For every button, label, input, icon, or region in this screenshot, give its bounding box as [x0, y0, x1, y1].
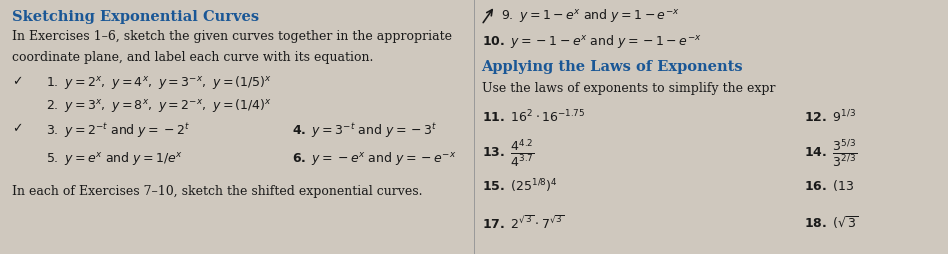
- Text: $\mathbf{14.}\ \dfrac{3^{5/3}}{3^{2/3}}$: $\mathbf{14.}\ \dfrac{3^{5/3}}{3^{2/3}}$: [804, 137, 857, 169]
- Text: $\mathit{9.}\ y = 1 - e^x\ \mathrm{and}\ y = 1 - e^{-x}$: $\mathit{9.}\ y = 1 - e^x\ \mathrm{and}\…: [501, 7, 680, 24]
- Text: Applying the Laws of Exponents: Applying the Laws of Exponents: [482, 60, 743, 74]
- Text: In Exercises 1–6, sketch the given curves together in the appropriate: In Exercises 1–6, sketch the given curve…: [12, 30, 452, 43]
- Text: $\checkmark$: $\checkmark$: [12, 121, 23, 134]
- Text: $\mathbf{15.}\ (25^{1/8})^4$: $\mathbf{15.}\ (25^{1/8})^4$: [482, 178, 557, 195]
- Text: $\mathit{2.}\ y = 3^x,\ y = 8^x,\ y = 2^{-x},\ y = (1/4)^x$: $\mathit{2.}\ y = 3^x,\ y = 8^x,\ y = 2^…: [46, 97, 272, 114]
- Text: $\mathbf{13.}\ \dfrac{4^{4.2}}{4^{3.7}}$: $\mathbf{13.}\ \dfrac{4^{4.2}}{4^{3.7}}$: [482, 137, 534, 169]
- Text: coordinate plane, and label each curve with its equation.: coordinate plane, and label each curve w…: [12, 51, 374, 64]
- Text: Use the laws of exponents to simplify the expr: Use the laws of exponents to simplify th…: [482, 82, 775, 95]
- Text: $\mathbf{11.}\ 16^2 \cdot 16^{-1.75}$: $\mathbf{11.}\ 16^2 \cdot 16^{-1.75}$: [482, 109, 584, 125]
- Text: $\mathbf{16.}\ (13$: $\mathbf{16.}\ (13$: [804, 178, 854, 193]
- Text: $\mathit{3.}\ y = 2^{-t}\ \mathrm{and}\ y = -2^t$: $\mathit{3.}\ y = 2^{-t}\ \mathrm{and}\ …: [46, 121, 190, 140]
- Text: $\mathbf{18.}\ (\sqrt{3}$: $\mathbf{18.}\ (\sqrt{3}$: [804, 215, 859, 231]
- Text: Sketching Exponential Curves: Sketching Exponential Curves: [12, 10, 260, 24]
- Text: $\mathbf{12.}\ 9^{1/3}$: $\mathbf{12.}\ 9^{1/3}$: [804, 109, 856, 125]
- Text: In each of Exercises 7–10, sketch the shifted exponential curves.: In each of Exercises 7–10, sketch the sh…: [12, 185, 423, 198]
- Text: $\mathbf{6.}\ y = -e^x\ \mathrm{and}\ y = -e^{-x}$: $\mathbf{6.}\ y = -e^x\ \mathrm{and}\ y …: [292, 150, 456, 167]
- Text: $\mathbf{17.}\ 2^{\sqrt{3}} \cdot 7^{\sqrt{3}}$: $\mathbf{17.}\ 2^{\sqrt{3}} \cdot 7^{\sq…: [482, 215, 564, 232]
- Text: $\checkmark$: $\checkmark$: [12, 74, 23, 87]
- Text: $\mathbf{4.}\ y = 3^{-t}\ \mathrm{and}\ y = -3^t$: $\mathbf{4.}\ y = 3^{-t}\ \mathrm{and}\ …: [292, 121, 437, 140]
- Text: $\mathbf{10.}\ y = -1 - e^x\ \mathrm{and}\ y = -1 - e^{-x}$: $\mathbf{10.}\ y = -1 - e^x\ \mathrm{and…: [482, 33, 702, 50]
- Text: $\mathit{1.}\ y = 2^x,\ y = 4^x,\ y = 3^{-x},\ y = (1/5)^x$: $\mathit{1.}\ y = 2^x,\ y = 4^x,\ y = 3^…: [46, 74, 272, 91]
- Text: $\mathit{5.}\ y = e^x\ \mathrm{and}\ y = 1/e^x$: $\mathit{5.}\ y = e^x\ \mathrm{and}\ y =…: [46, 150, 183, 167]
